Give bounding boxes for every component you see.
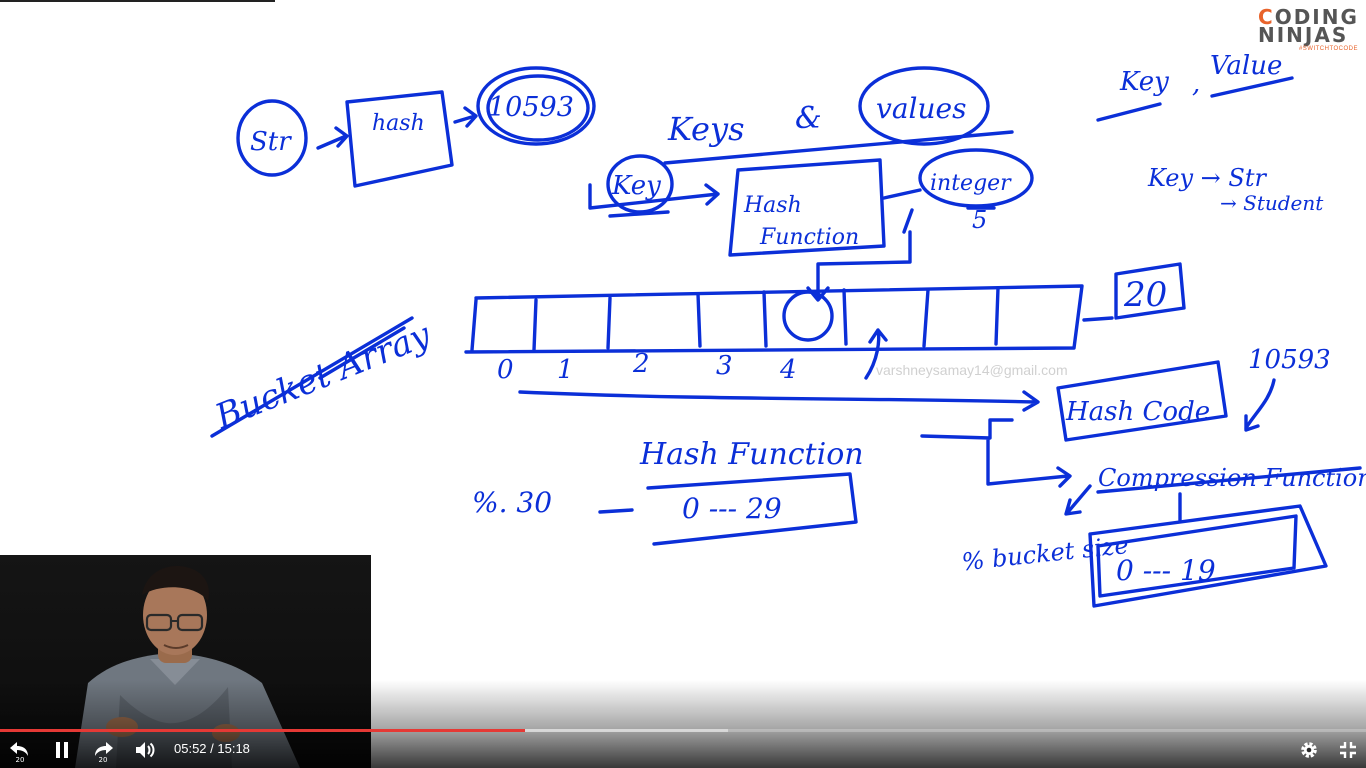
key-label: Key: [611, 171, 661, 201]
hash-function-box: [728, 158, 886, 257]
index-2: 2: [632, 349, 650, 379]
code-circle: [476, 66, 596, 146]
integer-circle: [918, 148, 1034, 208]
compress-arrows: [1064, 484, 1182, 522]
values-circle: [858, 66, 990, 146]
rewind-button[interactable]: 20: [6, 738, 34, 764]
hash-fn-line2: Function: [759, 225, 859, 250]
hash-code-label: Hash Code: [1065, 397, 1210, 427]
progress-bar[interactable]: [0, 729, 1366, 732]
forward-icon: [95, 742, 113, 756]
hash-fn-line1: Hash: [743, 193, 802, 218]
index-4: 4: [779, 355, 797, 385]
index-0: 0: [497, 355, 514, 385]
array-outline: [464, 284, 1084, 354]
settings-button[interactable]: [1297, 738, 1321, 762]
range-bucket-box-inner: [1096, 514, 1298, 598]
integer-mark: [902, 206, 996, 234]
time-display: 05:52 / 15:18: [174, 741, 250, 756]
size-link: [1082, 316, 1114, 322]
volume-button[interactable]: [132, 738, 158, 762]
key-arrow: [588, 183, 720, 218]
gear-icon: [1301, 742, 1317, 758]
exit-fullscreen-icon: [1340, 742, 1356, 758]
integer-label: integer: [930, 171, 1012, 196]
compression-underline: [1096, 466, 1362, 494]
bucket-element: [782, 290, 834, 342]
array-size: 20: [1123, 275, 1167, 315]
pause-button[interactable]: [50, 738, 74, 762]
array-cells: [470, 286, 1000, 352]
range-bucket: 0 --- 19: [1116, 554, 1216, 587]
mod-bucket: % bucket size: [960, 531, 1130, 576]
kv-heading-value: Value: [1210, 51, 1282, 81]
title-right: values: [876, 92, 966, 125]
kv-note-2: → Student: [1220, 191, 1324, 215]
coding-ninjas-logo: CODING NINJAS #SWITCHTOCODE: [1258, 5, 1359, 52]
controls-gradient: [0, 680, 1366, 768]
mod-30-dash: [598, 508, 634, 514]
arrow-to-hash: [316, 126, 349, 150]
split-arrows: [920, 418, 1072, 488]
mod-30: %. 30: [472, 486, 552, 519]
range-bucket-box-outer: [1088, 504, 1328, 608]
rewind-icon: [10, 742, 28, 756]
bucket-underline: [210, 316, 414, 438]
exit-fullscreen-button[interactable]: [1336, 738, 1360, 762]
range-30: 0 --- 29: [682, 492, 782, 525]
title-left: Keys: [667, 110, 744, 148]
forward-seconds: 20: [98, 756, 108, 764]
kv-heading-key: Key: [1119, 67, 1169, 97]
flow-box: hash: [372, 111, 425, 136]
integer-value: 5: [972, 206, 987, 234]
array-pointer: [864, 328, 888, 380]
volume-icon: [136, 742, 155, 758]
kv-underlines: [1096, 76, 1294, 122]
arrow-to-integer: [882, 188, 922, 200]
top-divider: [0, 0, 275, 2]
index-3: 3: [716, 351, 733, 381]
value-arrow: [1244, 378, 1276, 432]
kv-note-1: Key → Str: [1147, 164, 1268, 192]
email-watermark: varshneysamay14@gmail.com: [876, 362, 1068, 378]
title-underline: [663, 130, 1014, 165]
kv-comma: ,: [1192, 69, 1200, 99]
flow-output: 10593: [488, 92, 574, 123]
str-circle: [236, 99, 308, 177]
size-box: [1114, 262, 1186, 320]
flow-input: Str: [250, 127, 292, 157]
index-1: 1: [557, 355, 574, 385]
pause-icon: [56, 742, 68, 758]
hash-box: [345, 90, 454, 188]
rewind-seconds: 20: [15, 756, 25, 764]
hash-function-label: Hash Function: [639, 437, 864, 472]
hash-code-value: 10593: [1248, 345, 1331, 375]
forward-button[interactable]: 20: [89, 738, 117, 764]
hash-code-box: [1056, 360, 1228, 442]
progress-played: [0, 729, 525, 732]
long-arrow: [518, 390, 1040, 412]
range-30-box: [646, 472, 858, 546]
code-circle-inner: [486, 74, 590, 142]
arrow-to-code: [453, 106, 478, 128]
key-circle: [606, 154, 674, 214]
title-amp: &: [795, 101, 822, 136]
